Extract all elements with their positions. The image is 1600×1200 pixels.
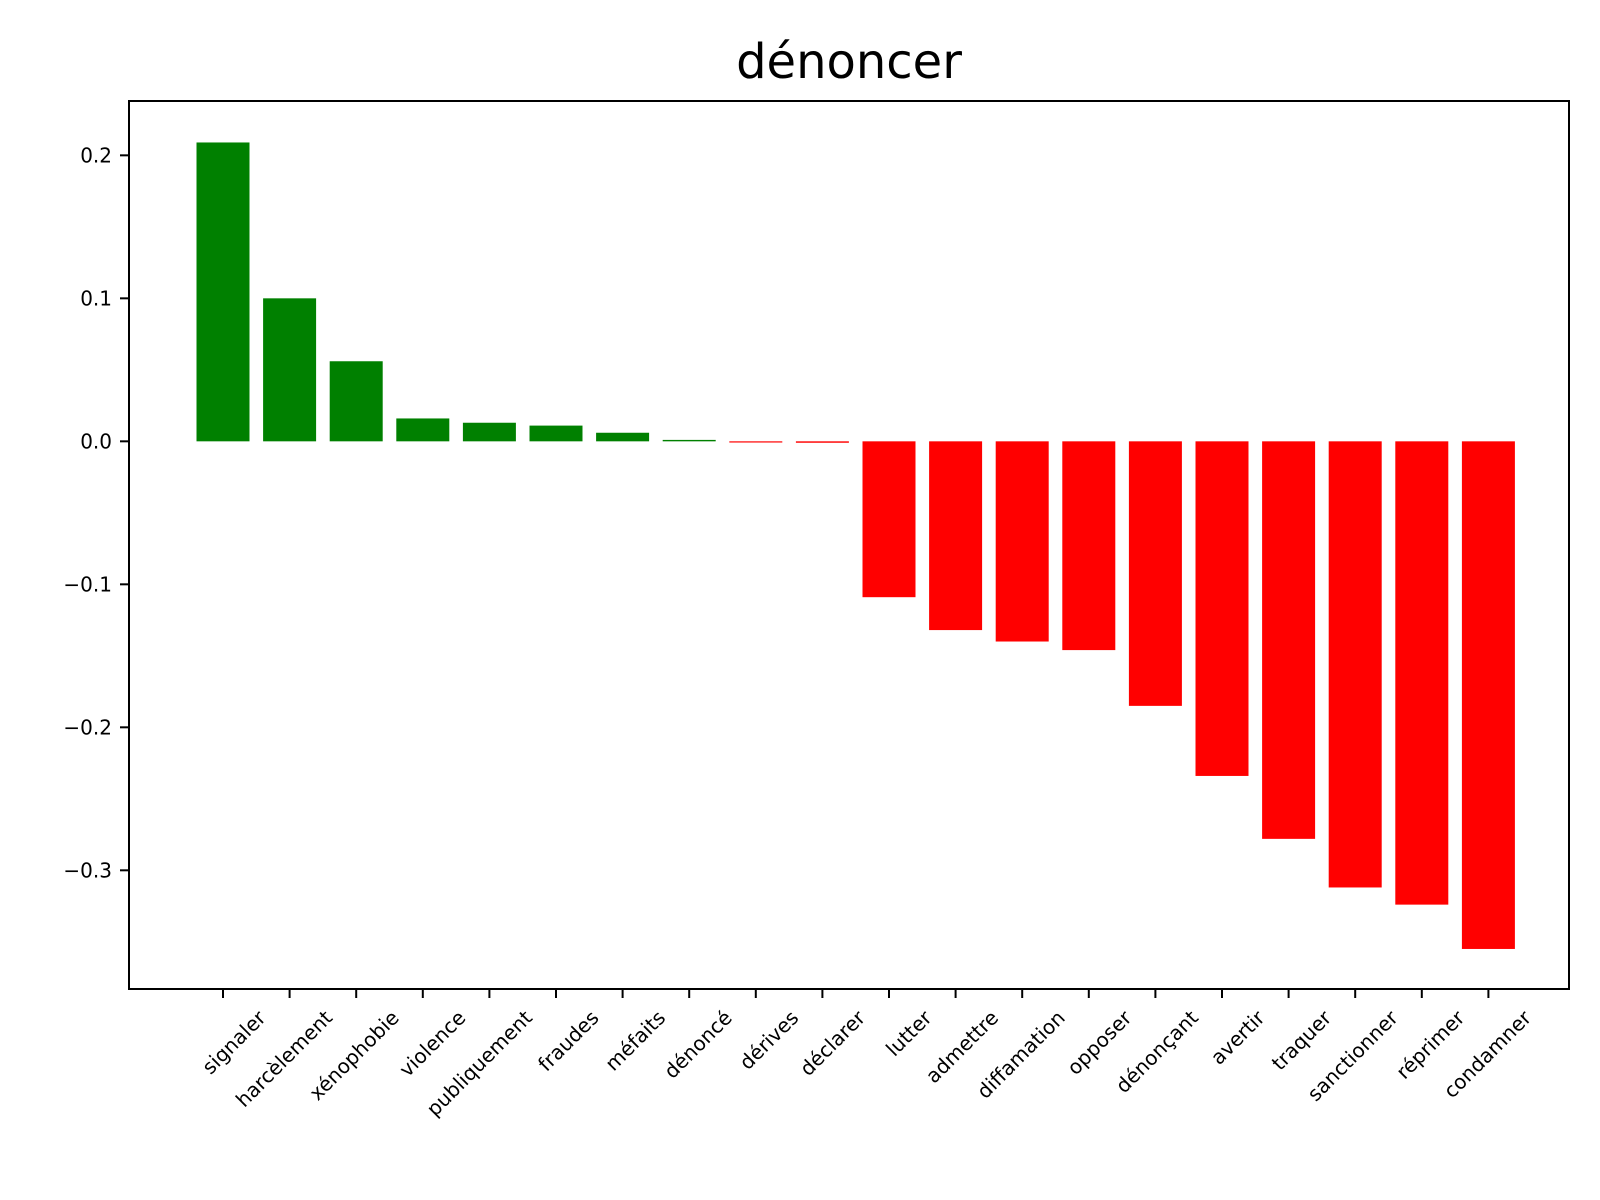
bar-16 <box>1262 441 1316 839</box>
bar-6 <box>596 432 650 442</box>
bar-19 <box>1461 441 1515 949</box>
y-tick-label-2: 0.0 <box>80 429 112 453</box>
bar-5 <box>529 425 583 442</box>
bar-0 <box>196 142 250 442</box>
y-tick-label-3: −0.1 <box>63 572 112 596</box>
bar-9 <box>795 441 849 443</box>
bar-17 <box>1328 441 1382 888</box>
y-tick-label-4: −0.2 <box>63 715 112 739</box>
plot-frame <box>128 100 1570 990</box>
bar-4 <box>462 422 516 442</box>
bar-3 <box>396 418 450 442</box>
bar-12 <box>995 441 1049 642</box>
y-axis: 0.2 0.1 0.0 −0.1 −0.2 −0.3 <box>63 143 129 882</box>
bar-14 <box>1128 441 1182 706</box>
bar-13 <box>1062 441 1116 651</box>
bar-11 <box>929 441 983 631</box>
bar-7 <box>662 439 716 442</box>
bar-18 <box>1395 441 1449 905</box>
bar-1 <box>263 298 317 442</box>
bars-group <box>196 142 1515 949</box>
y-tick-label-0: 0.2 <box>80 143 112 167</box>
chart-title: dénoncer <box>736 34 962 90</box>
y-tick-label-1: 0.1 <box>80 286 112 310</box>
bar-15 <box>1195 441 1249 776</box>
y-tick-label-5: −0.3 <box>63 858 112 882</box>
bar-8 <box>729 441 783 443</box>
bar-2 <box>329 361 383 442</box>
bar-10 <box>862 441 916 598</box>
